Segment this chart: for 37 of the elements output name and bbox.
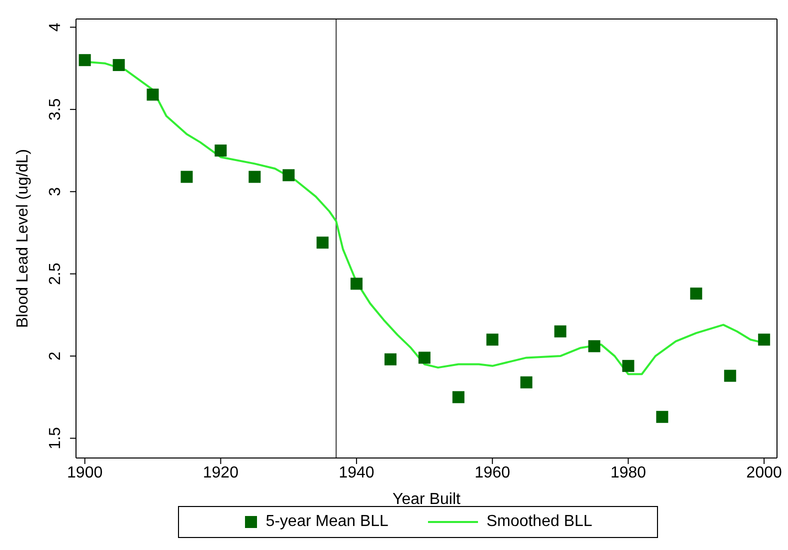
point xyxy=(316,236,329,249)
legend-label: Smoothed BLL xyxy=(486,513,592,531)
point xyxy=(452,391,464,404)
x-tick-label: 1940 xyxy=(338,464,374,482)
point xyxy=(146,88,159,101)
y-tick-label: 2 xyxy=(47,352,64,361)
point xyxy=(690,288,702,300)
x-tick-label: 1900 xyxy=(67,464,103,482)
point xyxy=(724,370,736,382)
point xyxy=(248,170,261,183)
point xyxy=(588,340,600,352)
point xyxy=(758,334,770,346)
point xyxy=(554,325,566,338)
point xyxy=(78,54,91,66)
y-tick-label: 4 xyxy=(47,22,64,32)
point xyxy=(282,169,295,182)
y-tick-label: 3 xyxy=(47,187,64,196)
x-axis-title: Year Built xyxy=(392,491,461,508)
point xyxy=(384,353,396,366)
point xyxy=(112,59,125,72)
point xyxy=(622,360,634,372)
x-tick-label: 1980 xyxy=(610,464,646,482)
point xyxy=(520,376,532,388)
point xyxy=(214,144,227,157)
point xyxy=(180,170,193,183)
y-axis-title: Blood Lead Level (ug/dL) xyxy=(14,149,32,328)
y-tick-label: 1.5 xyxy=(47,427,64,450)
point xyxy=(350,278,363,290)
x-tick-label: 1920 xyxy=(202,464,239,482)
point xyxy=(486,334,498,346)
x-tick-label: 2000 xyxy=(746,464,782,482)
point xyxy=(656,410,668,423)
y-tick-label: 3.5 xyxy=(47,98,64,121)
x-tick-label: 1960 xyxy=(474,464,510,482)
legend-label: 5-year Mean BLL xyxy=(266,513,388,531)
y-tick-label: 2.5 xyxy=(47,262,64,285)
point xyxy=(418,352,430,364)
